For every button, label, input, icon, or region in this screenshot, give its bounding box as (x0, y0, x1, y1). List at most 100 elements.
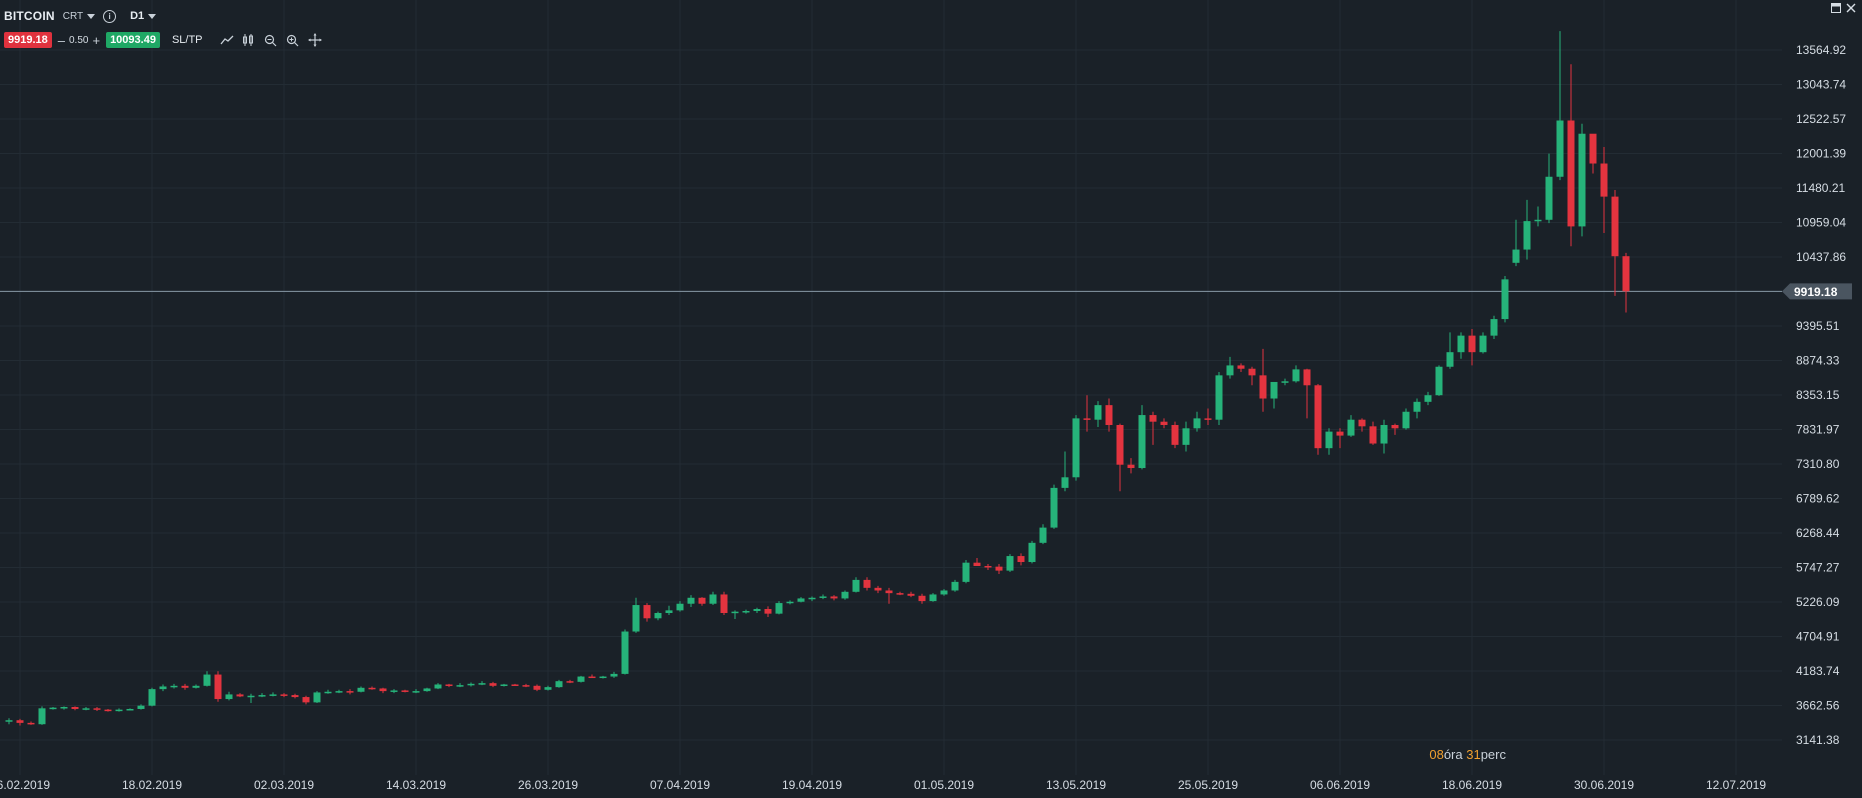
candle-body (907, 593, 915, 596)
candle (709, 591, 717, 606)
candle-body (401, 690, 409, 692)
x-tick-label: 18.06.2019 (1442, 778, 1502, 792)
symbol-label[interactable]: BITCOIN (4, 9, 55, 23)
candle-body (1160, 421, 1168, 425)
zoom-in-icon[interactable] (285, 32, 301, 48)
candle (1270, 381, 1278, 409)
candle (874, 585, 882, 594)
candle-body (423, 688, 431, 692)
candle (313, 691, 321, 704)
candle-body (1391, 424, 1399, 429)
candle-body (203, 674, 211, 686)
candle (1589, 133, 1597, 174)
candle-body (1094, 405, 1102, 420)
candle-body (500, 684, 508, 686)
candle (841, 590, 849, 600)
candle (1578, 123, 1586, 237)
account-type-dropdown[interactable]: CRT (63, 11, 96, 22)
candle (1523, 199, 1531, 260)
candle (115, 708, 123, 712)
candle-body (346, 691, 354, 693)
candle-body (1193, 418, 1201, 429)
decrease-volume-button[interactable]: – (57, 32, 65, 48)
candle (1237, 363, 1245, 373)
candle-body (269, 694, 277, 696)
sltp-button[interactable]: SL/TP (171, 34, 203, 46)
countdown-hours: 08 (1429, 747, 1444, 762)
candle-body (434, 684, 442, 689)
candle (467, 682, 475, 687)
candle-body (126, 708, 134, 711)
y-tick-label: 12522.57 (1796, 112, 1846, 126)
countdown-minutes: 31 (1466, 747, 1481, 762)
candle (643, 603, 651, 622)
candle (1391, 423, 1399, 435)
candle (1545, 153, 1553, 224)
sell-button[interactable]: 9919.18 (4, 32, 52, 48)
volume-stepper[interactable]: – 0.50 + (58, 33, 100, 48)
candle (137, 704, 145, 710)
candle-body (852, 579, 860, 592)
candle-body (742, 611, 750, 613)
crosshair-icon[interactable] (307, 32, 323, 48)
candle-body (456, 685, 464, 687)
candle-body (1171, 424, 1179, 445)
close-icon[interactable] (1846, 2, 1856, 16)
candle (984, 564, 992, 570)
candle (1105, 398, 1113, 432)
candle-body (60, 706, 68, 709)
candle-body (720, 594, 728, 613)
candle-body (797, 598, 805, 602)
candle-body (1567, 120, 1575, 227)
candle-body (1446, 352, 1454, 367)
candle-body (1369, 426, 1377, 444)
candle (665, 605, 673, 615)
timeframe-dropdown[interactable]: D1 (130, 10, 157, 22)
candle-body (82, 708, 90, 710)
candle-body (1116, 424, 1124, 465)
chevron-down-icon (87, 13, 96, 19)
maximize-icon[interactable] (1831, 2, 1841, 16)
candle (1193, 411, 1201, 432)
candle-body (489, 683, 497, 686)
candle (1006, 554, 1014, 572)
x-tick-label: 02.03.2019 (254, 778, 314, 792)
candle-body (1292, 369, 1300, 382)
candle-body (610, 673, 618, 677)
candle (324, 689, 332, 694)
candle-body (1226, 365, 1234, 376)
line-chart-icon[interactable] (219, 32, 235, 48)
zoom-out-icon[interactable] (263, 32, 279, 48)
candle (71, 706, 79, 711)
candle (1050, 484, 1058, 529)
candle (1215, 372, 1223, 425)
candle (247, 693, 255, 704)
candle (632, 597, 640, 633)
candle (445, 683, 453, 688)
info-icon[interactable]: i (103, 9, 117, 23)
candle (291, 693, 299, 699)
candle (764, 606, 772, 617)
candle (1072, 415, 1080, 481)
candle (929, 593, 937, 602)
candle-body (841, 591, 849, 599)
buy-button[interactable]: 10093.49 (106, 32, 160, 48)
candle (907, 591, 915, 598)
candles-icon[interactable] (241, 32, 257, 48)
candle-body (71, 706, 79, 709)
candle-body (874, 587, 882, 591)
candle (1556, 31, 1564, 181)
y-tick-label: 8874.33 (1796, 353, 1840, 367)
candle (1138, 405, 1146, 470)
candle-body (1281, 381, 1289, 383)
volume-value[interactable]: 0.50 (69, 34, 89, 46)
candle-body (1512, 249, 1520, 263)
candle (566, 679, 574, 684)
increase-volume-button[interactable]: + (92, 32, 101, 48)
candle (225, 691, 233, 701)
trade-bar: 9919.18 – 0.50 + 10093.49 SL/TP (4, 30, 323, 50)
candle-body (192, 685, 200, 688)
candle (1259, 348, 1267, 412)
